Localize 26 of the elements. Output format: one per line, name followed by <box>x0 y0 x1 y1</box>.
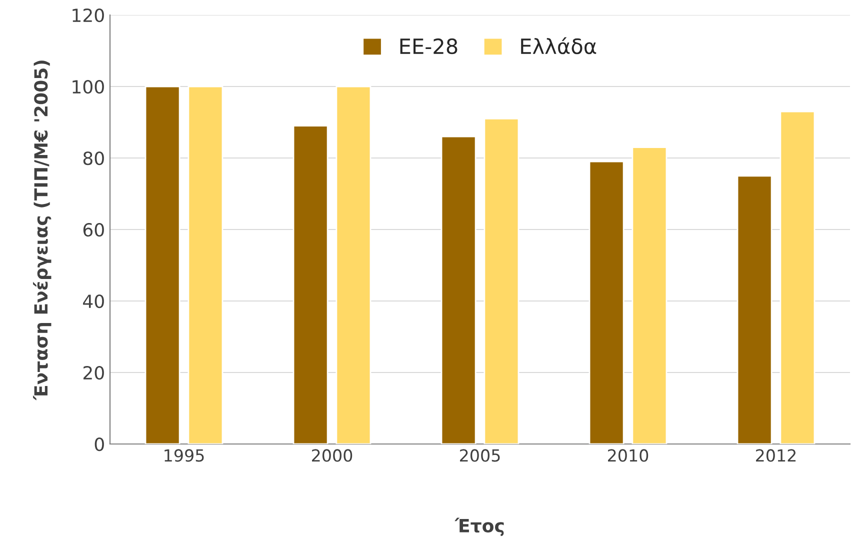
y-tick-label: 60 <box>83 222 104 237</box>
y-tick-label: 20 <box>83 366 104 380</box>
y-tick-label: 80 <box>83 151 104 166</box>
y-tick-label: 40 <box>83 294 104 308</box>
bar <box>336 86 372 444</box>
x-tick-label: 2010 <box>608 449 648 462</box>
bar <box>780 110 816 444</box>
x-tick-label: 1995 <box>164 449 204 462</box>
bar <box>440 136 476 444</box>
y-tick-label: 0 <box>94 437 104 452</box>
x-axis-title: Έτος <box>454 518 504 536</box>
bar <box>144 86 180 444</box>
legend-label: ΕΕ-28 <box>400 38 458 54</box>
x-tick-label: 2012 <box>756 449 796 462</box>
bar <box>632 146 668 444</box>
bar <box>588 160 624 444</box>
y-tick-label: 120 <box>72 8 104 22</box>
y-axis-title: Ένταση Ενέργειας (ΤΙΠ/Μ€ '2005) <box>33 60 52 400</box>
bar <box>736 175 772 444</box>
bar <box>292 125 328 444</box>
x-tick-label: 2005 <box>460 449 500 462</box>
legend-label: Ελλάδα <box>521 37 596 54</box>
bar <box>484 118 520 444</box>
bar <box>188 86 224 444</box>
x-tick-label: 2000 <box>312 449 352 462</box>
y-tick-label: 100 <box>72 80 104 94</box>
